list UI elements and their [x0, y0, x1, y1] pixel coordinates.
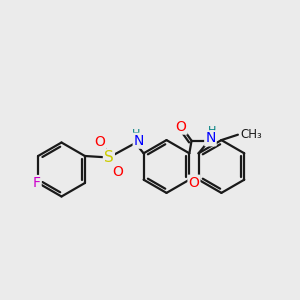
Text: N: N — [205, 131, 216, 145]
Text: CH₃: CH₃ — [240, 128, 262, 141]
Text: H: H — [208, 126, 216, 136]
Text: N: N — [134, 134, 144, 148]
Text: O: O — [176, 120, 187, 134]
Text: O: O — [94, 135, 105, 148]
Text: S: S — [104, 150, 114, 165]
Text: O: O — [188, 176, 200, 190]
Text: O: O — [112, 166, 123, 179]
Text: H: H — [132, 129, 140, 139]
Text: F: F — [33, 176, 41, 190]
